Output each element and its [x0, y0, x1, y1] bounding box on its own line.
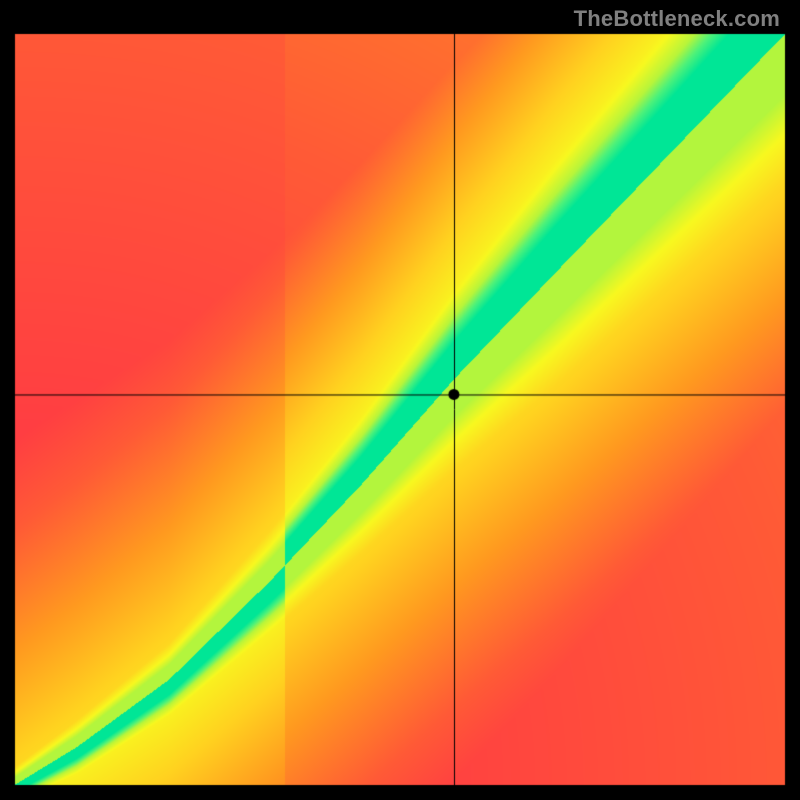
- watermark: TheBottleneck.com: [574, 6, 780, 32]
- heatmap-canvas: [0, 0, 800, 800]
- chart-container: TheBottleneck.com: [0, 0, 800, 800]
